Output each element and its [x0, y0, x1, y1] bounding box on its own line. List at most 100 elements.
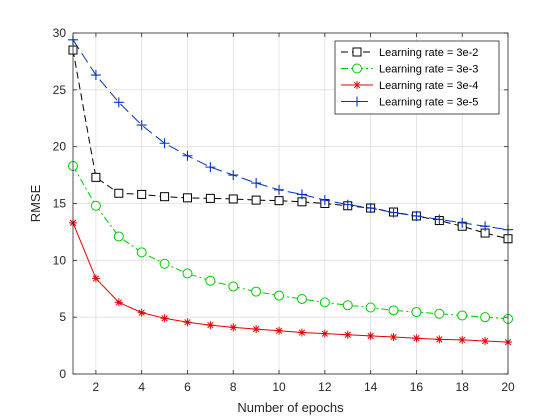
x-tick-label: 12 — [318, 380, 332, 394]
y-tick-label: 20 — [53, 140, 67, 154]
x-tick-label: 4 — [138, 380, 145, 394]
data-point — [274, 290, 285, 301]
y-tick-label: 15 — [53, 197, 67, 211]
data-point — [114, 298, 123, 307]
data-point — [365, 302, 376, 313]
data-point — [229, 323, 238, 332]
data-point — [251, 195, 261, 205]
data-point — [160, 192, 170, 202]
data-point — [113, 97, 124, 108]
data-point — [228, 194, 238, 204]
legend-item: Learning rate = 3e-3 — [341, 63, 478, 76]
x-tick-label: 16 — [410, 380, 424, 394]
legend-label: Learning rate = 3e-5 — [379, 97, 478, 109]
data-point — [353, 81, 361, 89]
data-point — [389, 333, 398, 342]
data-point — [435, 335, 444, 344]
x-tick-label: 14 — [364, 380, 378, 394]
data-point — [411, 307, 422, 318]
data-point — [297, 328, 306, 337]
data-point — [319, 195, 330, 206]
y-tick-label: 10 — [53, 253, 67, 267]
data-point — [182, 268, 193, 279]
data-point — [91, 172, 101, 182]
data-point — [365, 203, 376, 214]
data-point — [434, 308, 445, 319]
data-point — [352, 96, 362, 107]
data-point — [159, 258, 170, 269]
data-point — [90, 70, 101, 81]
series-2 — [68, 160, 513, 324]
y-tick-label: 0 — [59, 367, 66, 381]
data-point — [457, 310, 468, 321]
x-tick-label: 2 — [93, 380, 100, 394]
legend-item: Learning rate = 3e-4 — [341, 80, 478, 92]
data-point — [388, 207, 399, 218]
series-4 — [68, 34, 513, 235]
data-point — [114, 188, 124, 198]
data-point — [205, 162, 216, 173]
legend-label: Learning rate = 3e-2 — [379, 47, 478, 59]
data-point — [205, 193, 215, 203]
legend-label: Learning rate = 3e-3 — [379, 64, 478, 76]
y-axis-label: RMSE — [28, 184, 43, 222]
x-tick-label: 18 — [456, 380, 470, 394]
x-tick-label: 8 — [230, 380, 237, 394]
data-point — [434, 214, 445, 225]
data-point — [342, 300, 353, 311]
data-point — [113, 231, 124, 242]
legend-label: Learning rate = 3e-4 — [379, 80, 478, 92]
data-point — [91, 274, 100, 283]
data-point — [342, 199, 353, 210]
data-point — [352, 63, 362, 74]
data-point — [366, 331, 375, 340]
data-point — [251, 286, 262, 297]
x-axis-label: Number of epochs — [237, 400, 344, 415]
data-point — [182, 150, 193, 161]
data-point — [137, 189, 147, 199]
data-point — [252, 325, 261, 334]
data-point — [411, 211, 422, 222]
data-point — [251, 178, 262, 189]
y-tick-label: 25 — [53, 83, 67, 97]
y-tick-label: 30 — [53, 26, 67, 40]
data-point — [183, 318, 192, 327]
data-point — [137, 308, 146, 317]
data-point — [228, 281, 239, 292]
legend-item: Learning rate = 3e-5 — [341, 96, 478, 109]
data-point — [160, 314, 169, 323]
data-point — [136, 247, 147, 258]
data-point — [319, 297, 330, 308]
data-point — [136, 120, 147, 131]
data-point — [457, 217, 468, 228]
data-point — [275, 326, 284, 335]
data-point — [274, 196, 284, 206]
data-point — [205, 275, 216, 286]
data-point — [388, 305, 399, 316]
data-point — [296, 189, 307, 200]
series-line — [72, 39, 509, 231]
data-point — [159, 138, 170, 149]
data-point — [412, 334, 421, 343]
data-point — [480, 312, 491, 323]
data-point — [480, 221, 491, 232]
x-tick-label: 20 — [501, 380, 515, 394]
data-point — [343, 330, 352, 339]
data-point — [90, 200, 101, 211]
data-point — [481, 337, 490, 346]
x-tick-label: 10 — [272, 380, 286, 394]
y-tick-label: 5 — [59, 310, 66, 324]
data-point — [296, 293, 307, 304]
data-point — [206, 321, 215, 330]
legend-item: Learning rate = 3e-2 — [341, 47, 478, 59]
axis-ticks — [73, 32, 509, 375]
data-point — [274, 184, 285, 195]
data-point — [182, 193, 192, 203]
x-tick-label: 6 — [184, 380, 191, 394]
data-point — [228, 170, 239, 181]
data-point — [320, 329, 329, 338]
data-point — [352, 47, 362, 57]
data-point — [458, 335, 467, 344]
legend: Learning rate = 3e-2 Learning rate = 3e-3… — [334, 40, 500, 115]
